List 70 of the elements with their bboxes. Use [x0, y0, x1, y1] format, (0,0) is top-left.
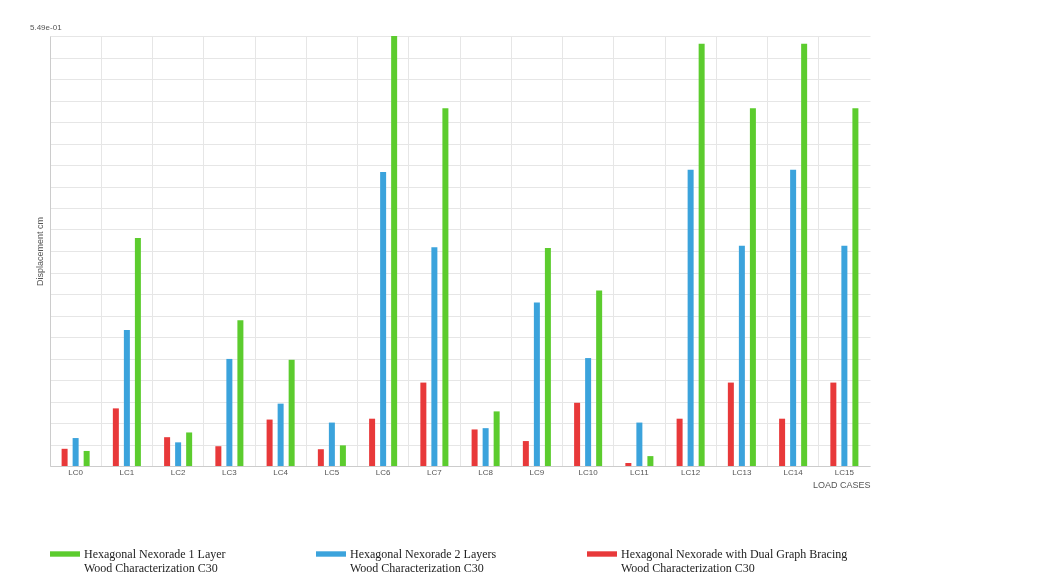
- x-tick-label: LC15: [834, 467, 855, 477]
- bar: [636, 422, 643, 466]
- bar: [801, 43, 808, 466]
- bar: [749, 108, 756, 466]
- bar: [237, 320, 244, 466]
- legend-label: Hexagonal Nexorade with Dual Graph Bracing Wood Characterization C30: [621, 547, 848, 575]
- bar: [369, 418, 376, 466]
- bar: [647, 456, 654, 466]
- bar: [544, 247, 551, 466]
- bar: [493, 411, 500, 466]
- bar: [186, 432, 193, 466]
- bar: [391, 36, 398, 466]
- bar: [779, 418, 786, 466]
- bar: [471, 429, 478, 466]
- bar: [420, 382, 427, 466]
- x-tick-label: LC0: [68, 467, 84, 477]
- x-tick-label: LC6: [375, 467, 392, 477]
- bar: [134, 238, 141, 466]
- bar: [328, 422, 335, 466]
- legend-label: Hexagonal Nexorade 1 Layer Wood Characterization C30: [84, 547, 226, 575]
- bar: [522, 441, 529, 466]
- bar: [175, 442, 182, 466]
- bar: [61, 448, 68, 466]
- y-axis-title: Displacement cm: [34, 216, 45, 287]
- x-tick-label: LC7: [427, 467, 443, 477]
- bar: [164, 437, 171, 466]
- bar: [380, 171, 387, 466]
- x-tick-label: LC3: [222, 467, 238, 477]
- x-tick-label: LC8: [478, 467, 494, 477]
- x-tick-label: LC13: [732, 467, 752, 477]
- bar: [676, 418, 683, 466]
- bar: [226, 358, 233, 466]
- bar: [431, 247, 438, 466]
- bar: [288, 359, 295, 466]
- bar: [339, 445, 346, 466]
- bar: [442, 108, 449, 466]
- bar: [830, 382, 837, 466]
- bar: [625, 462, 632, 466]
- bar: [596, 290, 603, 466]
- bar: [317, 449, 324, 466]
- x-tick-label: LC10: [578, 467, 599, 477]
- bar: [215, 446, 222, 466]
- x-axis-title: LOAD CASES: [812, 479, 871, 490]
- bar: [83, 450, 90, 466]
- x-tick-label: LC1: [119, 467, 135, 477]
- text: 5.49e-01: [30, 23, 63, 32]
- x-tick-label: LC5: [324, 467, 340, 477]
- x-tick-label: LC11: [630, 467, 650, 477]
- bar: [687, 169, 694, 466]
- x-tick-label: LC9: [529, 467, 545, 477]
- legend-label: Hexagonal Nexorade 2 Layers Wood Characterization C30: [350, 547, 497, 575]
- bar: [482, 428, 489, 466]
- bar: [698, 43, 705, 466]
- bar: [727, 382, 734, 466]
- x-tick-label: LC12: [681, 467, 701, 477]
- bar: [585, 358, 592, 466]
- bar: [574, 402, 581, 466]
- bar: [738, 245, 745, 466]
- bar: [277, 403, 284, 466]
- bar: [123, 330, 130, 466]
- x-tick-label: LC2: [170, 467, 187, 477]
- bar: [841, 245, 848, 466]
- x-tick-label: LC14: [783, 467, 804, 477]
- bar: [112, 408, 119, 466]
- bar: [72, 438, 79, 466]
- bar: [533, 302, 540, 466]
- bar: [790, 169, 797, 466]
- bar: [266, 419, 273, 466]
- bar: [852, 108, 859, 466]
- x-tick-label: LC4: [273, 467, 289, 477]
